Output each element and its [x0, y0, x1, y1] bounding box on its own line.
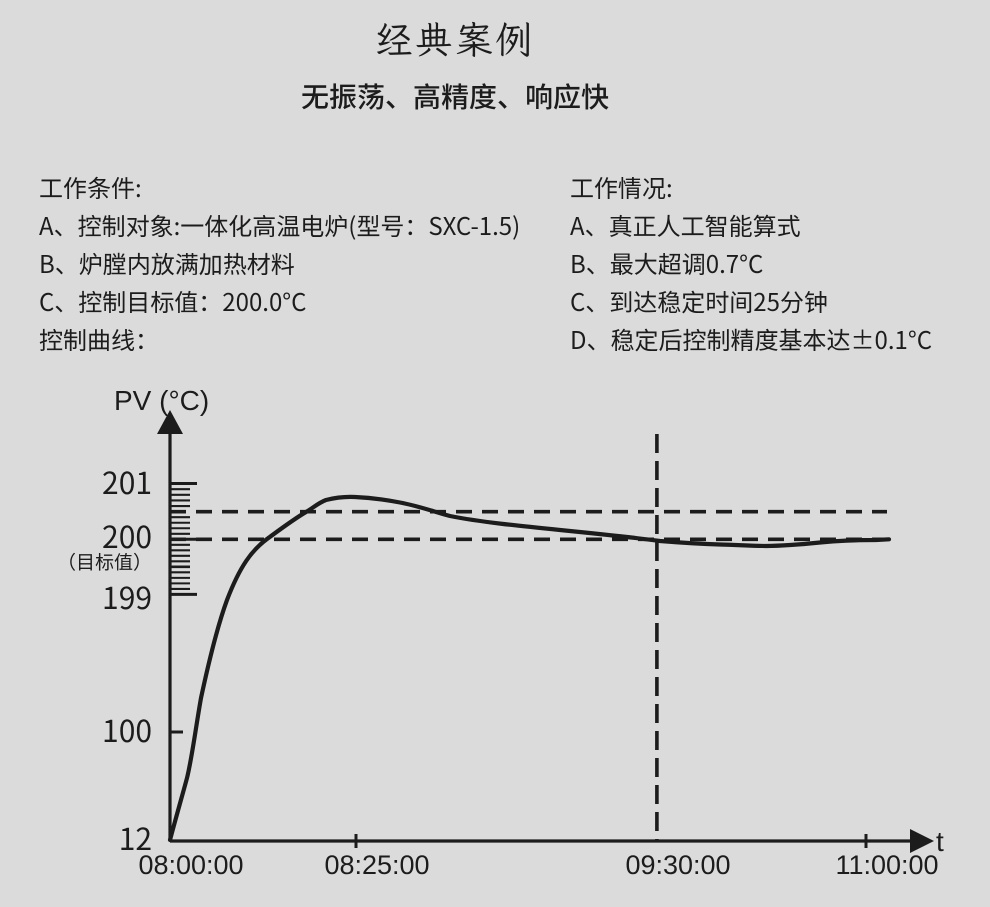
svg-text:201: 201: [102, 459, 152, 503]
svg-text:100: 100: [102, 707, 152, 751]
svg-text:（目标值）: （目标值）: [57, 548, 152, 575]
svg-text:199: 199: [102, 574, 152, 618]
svg-text:08:25:00: 08:25:00: [324, 850, 429, 880]
svg-text:PV (°C): PV (°C): [114, 385, 209, 416]
svg-text:09:30:00: 09:30:00: [625, 850, 730, 880]
svg-text:11:00:00: 11:00:00: [835, 850, 938, 880]
svg-text:08:00:00: 08:00:00: [138, 850, 243, 880]
